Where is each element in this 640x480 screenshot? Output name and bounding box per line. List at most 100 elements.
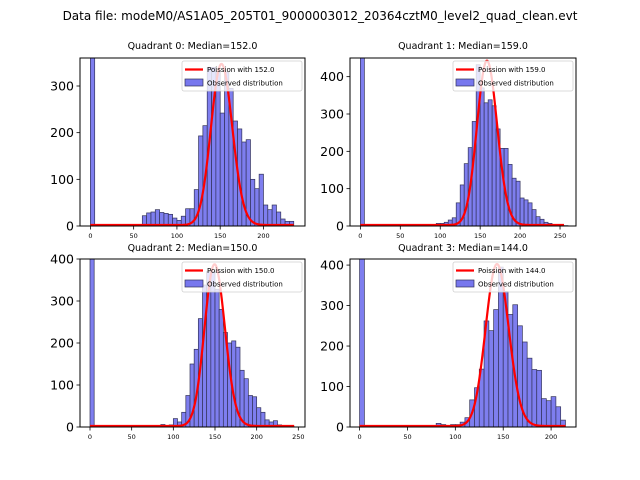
legend-observed-swatch bbox=[184, 279, 204, 288]
legend: Poission with 144.0 Observed distribution bbox=[452, 261, 574, 293]
y-tick-label: 400 bbox=[320, 258, 344, 273]
legend-poisson-label: Poission with 144.0 bbox=[478, 267, 546, 275]
x-tick-label: 50 bbox=[403, 433, 411, 441]
histogram-bar bbox=[479, 87, 485, 226]
histogram-bar bbox=[252, 396, 258, 427]
poisson-curve bbox=[359, 262, 566, 427]
histogram-bar bbox=[256, 407, 262, 427]
histogram-bar bbox=[154, 209, 160, 226]
legend-observed-label: Observed distribution bbox=[207, 80, 283, 88]
histogram-bar bbox=[488, 330, 494, 427]
legend: Poission with 152.0 Observed distribution bbox=[181, 60, 303, 92]
axes-frame bbox=[349, 57, 577, 227]
histogram-bar bbox=[536, 369, 542, 427]
legend-poisson-label: Poission with 150.0 bbox=[207, 267, 275, 275]
histogram-bar bbox=[267, 209, 273, 226]
subplot-title: Quadrant 1: Median=159.0 bbox=[398, 41, 528, 52]
x-tick-label: 200 bbox=[250, 433, 262, 441]
x-tick-label: 150 bbox=[497, 433, 509, 441]
subplot-title: Quadrant 3: Median=144.0 bbox=[398, 243, 528, 254]
histogram-bar bbox=[545, 400, 552, 427]
x-tick-label: 200 bbox=[257, 232, 269, 240]
histogram-bar bbox=[271, 204, 277, 226]
histogram-bar bbox=[260, 411, 266, 427]
histogram-bar bbox=[247, 395, 253, 427]
y-tick-label: 0 bbox=[66, 420, 74, 435]
legend-poisson-label: Poission with 159.0 bbox=[478, 66, 546, 74]
poisson-curve bbox=[89, 263, 295, 427]
legend-observed-swatch bbox=[184, 78, 204, 87]
y-tick-label: 200 bbox=[320, 339, 344, 354]
y-tick-label: 200 bbox=[320, 144, 344, 159]
x-tick-label: 100 bbox=[449, 433, 461, 441]
histogram-bar bbox=[215, 71, 221, 226]
y-tick-label: 400 bbox=[50, 252, 74, 267]
x-tick-label: 100 bbox=[434, 232, 446, 240]
y-tick-label: 200 bbox=[50, 125, 74, 140]
legend: Poission with 150.0 Observed distribution bbox=[181, 261, 303, 293]
y-tick-label: 100 bbox=[50, 172, 74, 187]
histogram-bar bbox=[258, 173, 264, 226]
x-tick-label: 100 bbox=[171, 232, 183, 240]
histogram-bar bbox=[463, 163, 469, 226]
histogram-bar bbox=[219, 112, 225, 226]
y-tick-label: 300 bbox=[50, 79, 74, 94]
poisson-curve bbox=[360, 59, 565, 226]
x-tick-label: 0 bbox=[88, 232, 92, 240]
y-tick-label: 400 bbox=[320, 69, 344, 84]
histogram-bar bbox=[550, 396, 557, 427]
x-tick-label: 100 bbox=[167, 433, 179, 441]
legend: Poission with 159.0 Observed distribution bbox=[452, 60, 574, 92]
legend-box bbox=[181, 60, 303, 92]
axes-frame bbox=[349, 258, 577, 428]
legend-box bbox=[181, 261, 303, 293]
subplot-quadrant-0: Quadrant 0: Median=152.0 0 50 100 150 200 0 10… bbox=[50, 41, 306, 240]
histogram-bar bbox=[555, 406, 562, 427]
x-tick-label: 200 bbox=[514, 232, 526, 240]
legend-observed-label: Observed distribution bbox=[207, 281, 283, 289]
legend-observed-swatch bbox=[455, 279, 475, 288]
y-tick-label: 0 bbox=[336, 420, 344, 435]
histogram-bar bbox=[483, 102, 489, 226]
subplot-title: Quadrant 0: Median=152.0 bbox=[128, 41, 258, 52]
y-tick-label: 0 bbox=[66, 219, 74, 234]
y-tick-label: 100 bbox=[320, 379, 344, 394]
legend-box bbox=[452, 60, 574, 92]
histogram-bar bbox=[272, 420, 278, 427]
x-tick-label: 250 bbox=[292, 433, 304, 441]
histogram-bar bbox=[515, 180, 521, 226]
histogram-bar bbox=[359, 259, 365, 427]
subplot-quadrant-1: Quadrant 1: Median=159.0 0 50 100 150 200 250… bbox=[320, 41, 577, 240]
y-tick-label: 200 bbox=[50, 336, 74, 351]
poisson-curve bbox=[90, 62, 294, 226]
plot-area bbox=[90, 58, 295, 226]
histogram-bar bbox=[89, 259, 95, 427]
x-tick-label: 0 bbox=[358, 232, 362, 240]
subplot-quadrant-3: Quadrant 3: Median=144.0 0 50 100 150 200 0 10… bbox=[320, 243, 577, 441]
histogram-bar bbox=[531, 209, 537, 226]
y-tick-label: 100 bbox=[50, 378, 74, 393]
histogram-bar bbox=[254, 188, 260, 226]
legend-box bbox=[452, 261, 574, 293]
legend-observed-swatch bbox=[455, 78, 475, 87]
histogram-bar bbox=[523, 199, 529, 226]
histogram-bar bbox=[487, 99, 493, 226]
histogram-bar bbox=[526, 357, 533, 427]
x-tick-label: 0 bbox=[358, 433, 362, 441]
histogram-bar bbox=[218, 309, 224, 427]
histogram-bar bbox=[517, 325, 523, 427]
axes-frame bbox=[79, 57, 306, 227]
plot-area bbox=[360, 58, 569, 226]
y-tick-label: 300 bbox=[320, 107, 344, 122]
subplot-quadrant-2: Quadrant 2: Median=150.0 0 50 100 150 200 250… bbox=[50, 243, 306, 441]
histogram-bar bbox=[491, 105, 497, 226]
histogram-bar bbox=[241, 141, 247, 226]
x-tick-label: 200 bbox=[545, 433, 557, 441]
histogram-bar bbox=[263, 204, 269, 226]
histogram-bar bbox=[243, 378, 249, 427]
x-tick-label: 150 bbox=[209, 433, 221, 441]
x-tick-label: 250 bbox=[554, 232, 566, 240]
histogram-bar bbox=[360, 58, 365, 226]
x-tick-label: 50 bbox=[128, 433, 136, 441]
histogram-bar bbox=[527, 202, 533, 226]
